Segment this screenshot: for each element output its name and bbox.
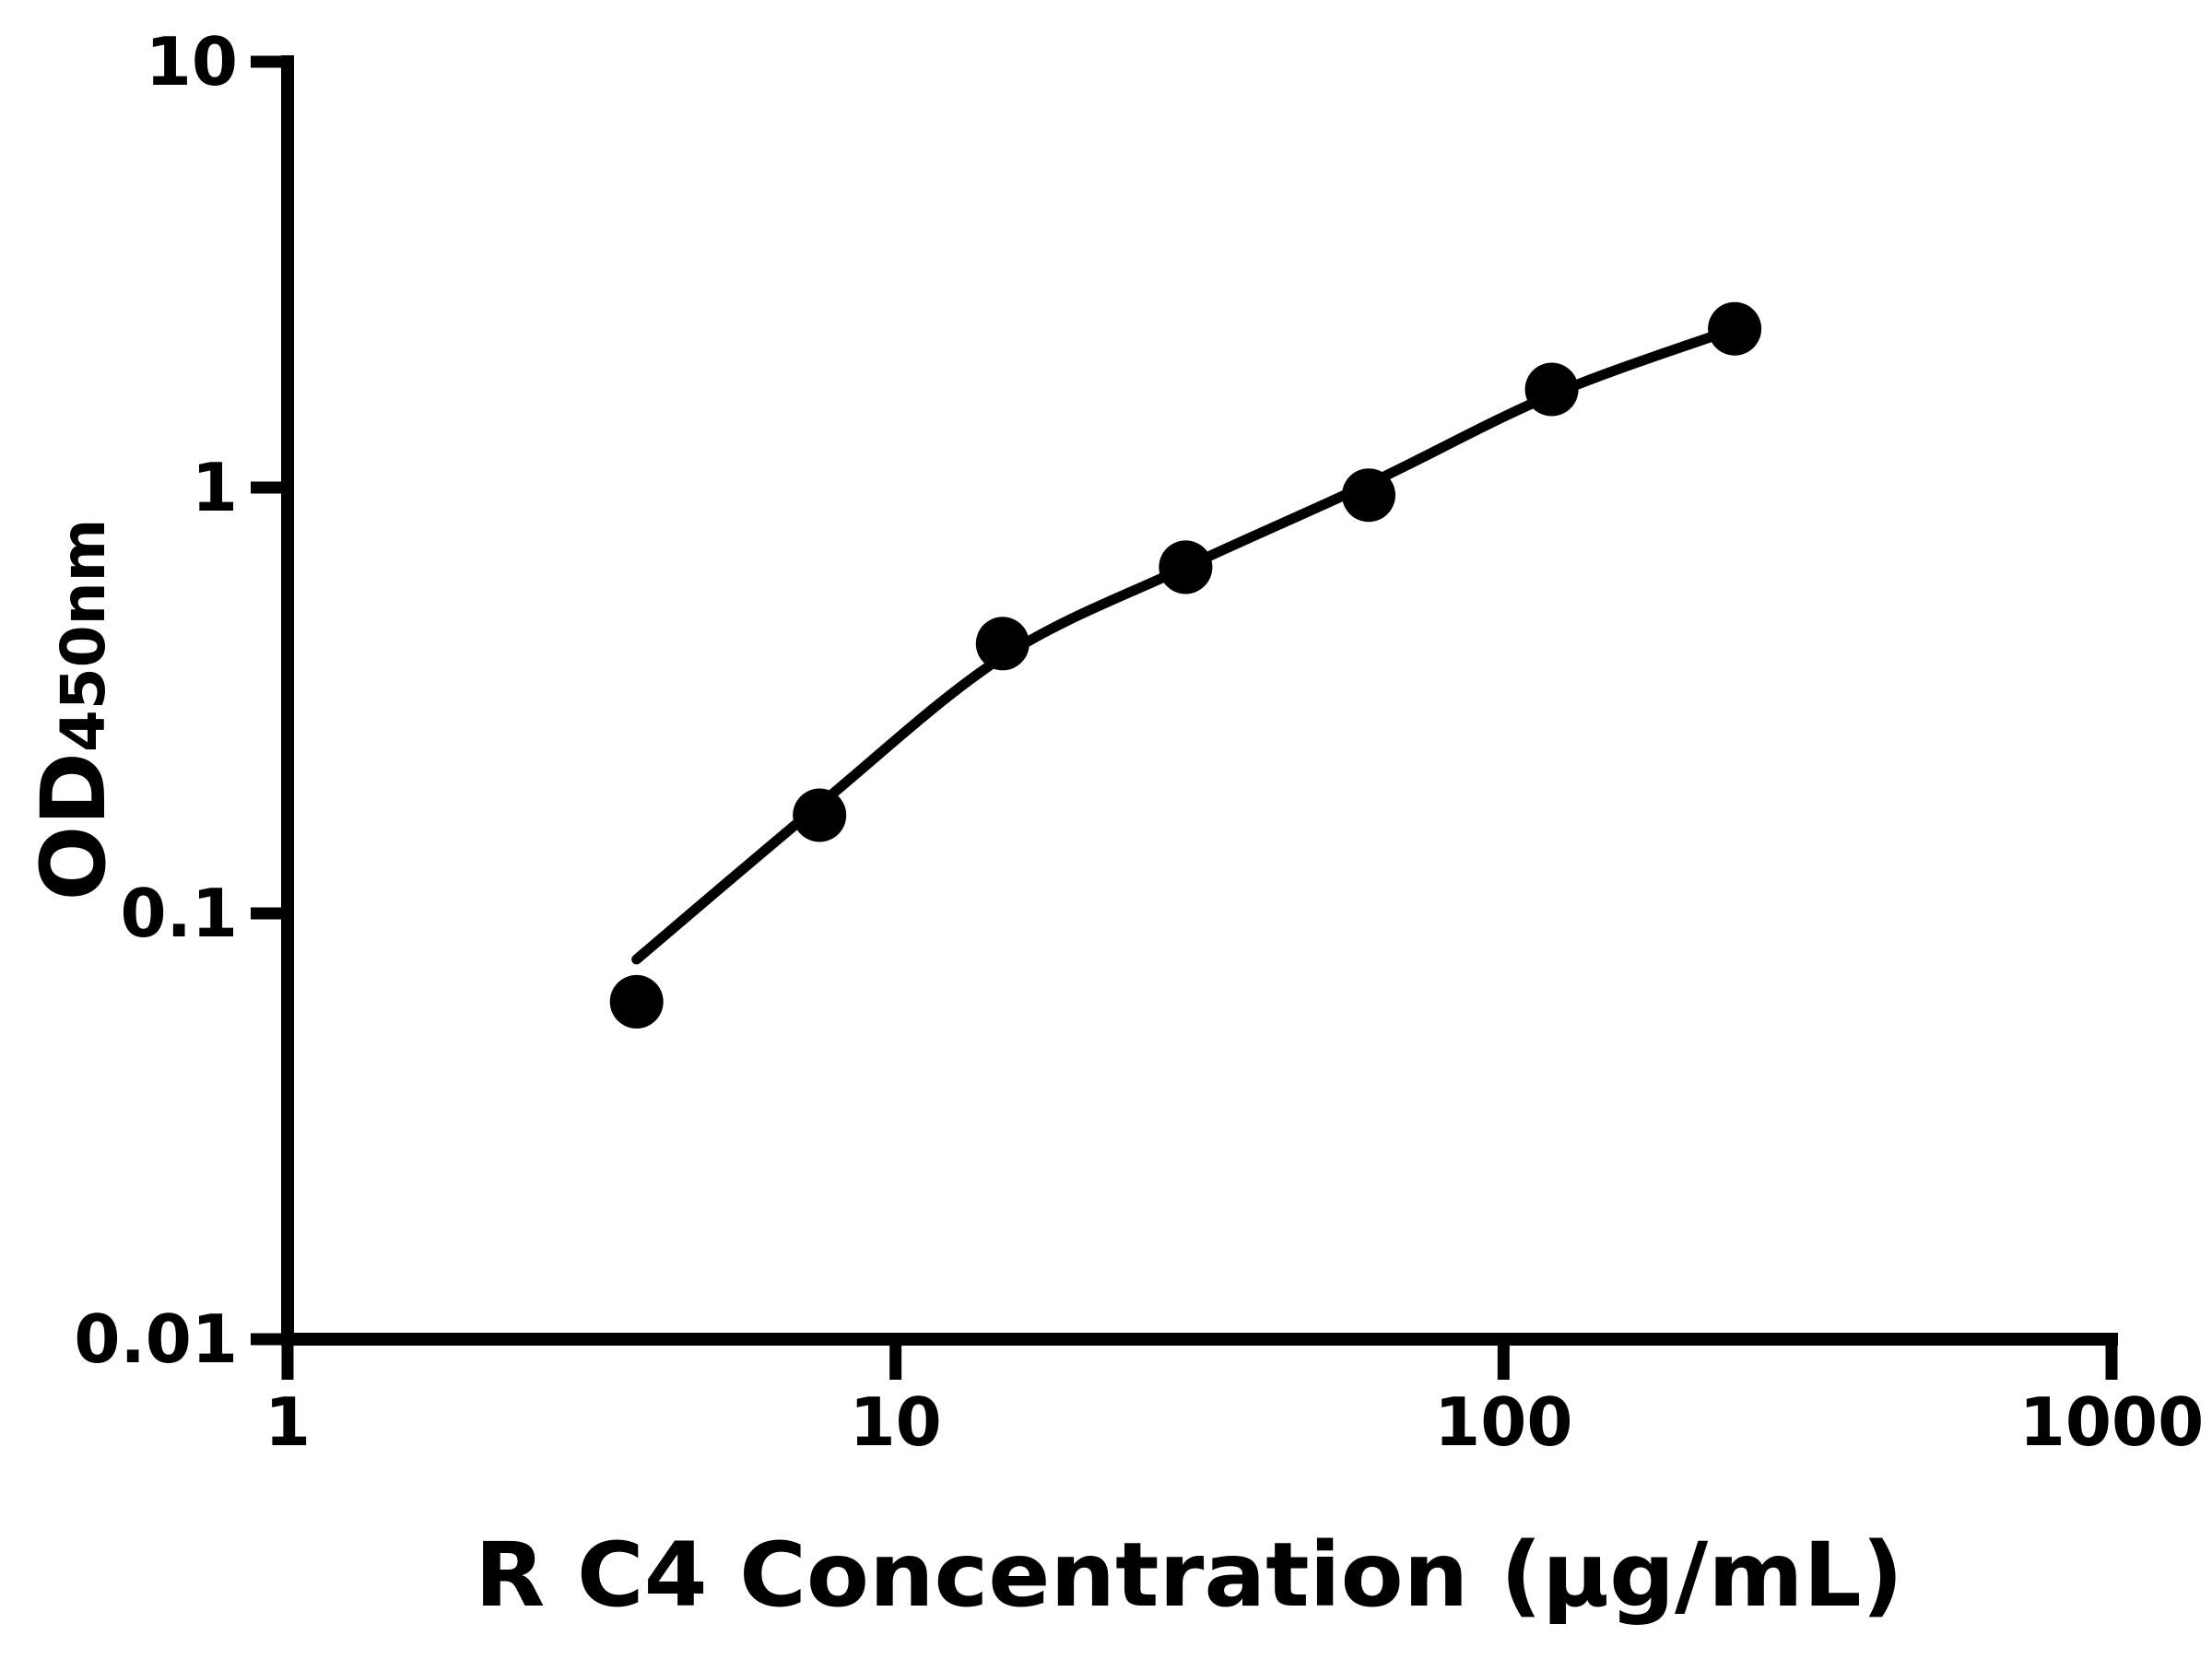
data-point <box>1159 540 1213 594</box>
data-point <box>1342 468 1395 523</box>
data-layer <box>609 301 1762 1029</box>
y-axis-title: OD450nm <box>22 519 125 901</box>
x-tick-label: 1 <box>265 1383 311 1461</box>
y-tick-label: 10 <box>146 23 238 100</box>
y-tick-label: 0.1 <box>120 875 238 952</box>
x-tick-label: 100 <box>1434 1383 1572 1461</box>
data-point <box>1524 362 1579 417</box>
y-axis-title-main: OD <box>22 752 125 900</box>
data-point <box>1708 301 1762 356</box>
x-tick-label: 10 <box>850 1383 942 1461</box>
data-point <box>793 788 847 842</box>
axes-layer: 1 10 100 1000 10 1 0.1 0.01 <box>74 23 2204 1461</box>
x-axis-title: R C4 Concentration (μg/mL) <box>475 1524 1903 1627</box>
y-tick-label: 0.01 <box>74 1300 238 1378</box>
x-tick-label: 1000 <box>2019 1383 2204 1461</box>
y-axis-title-sub: 450nm <box>48 519 119 753</box>
data-point <box>975 617 1030 671</box>
fit-curve <box>631 324 1740 965</box>
y-tick-label: 1 <box>192 449 238 526</box>
data-point <box>609 974 664 1029</box>
